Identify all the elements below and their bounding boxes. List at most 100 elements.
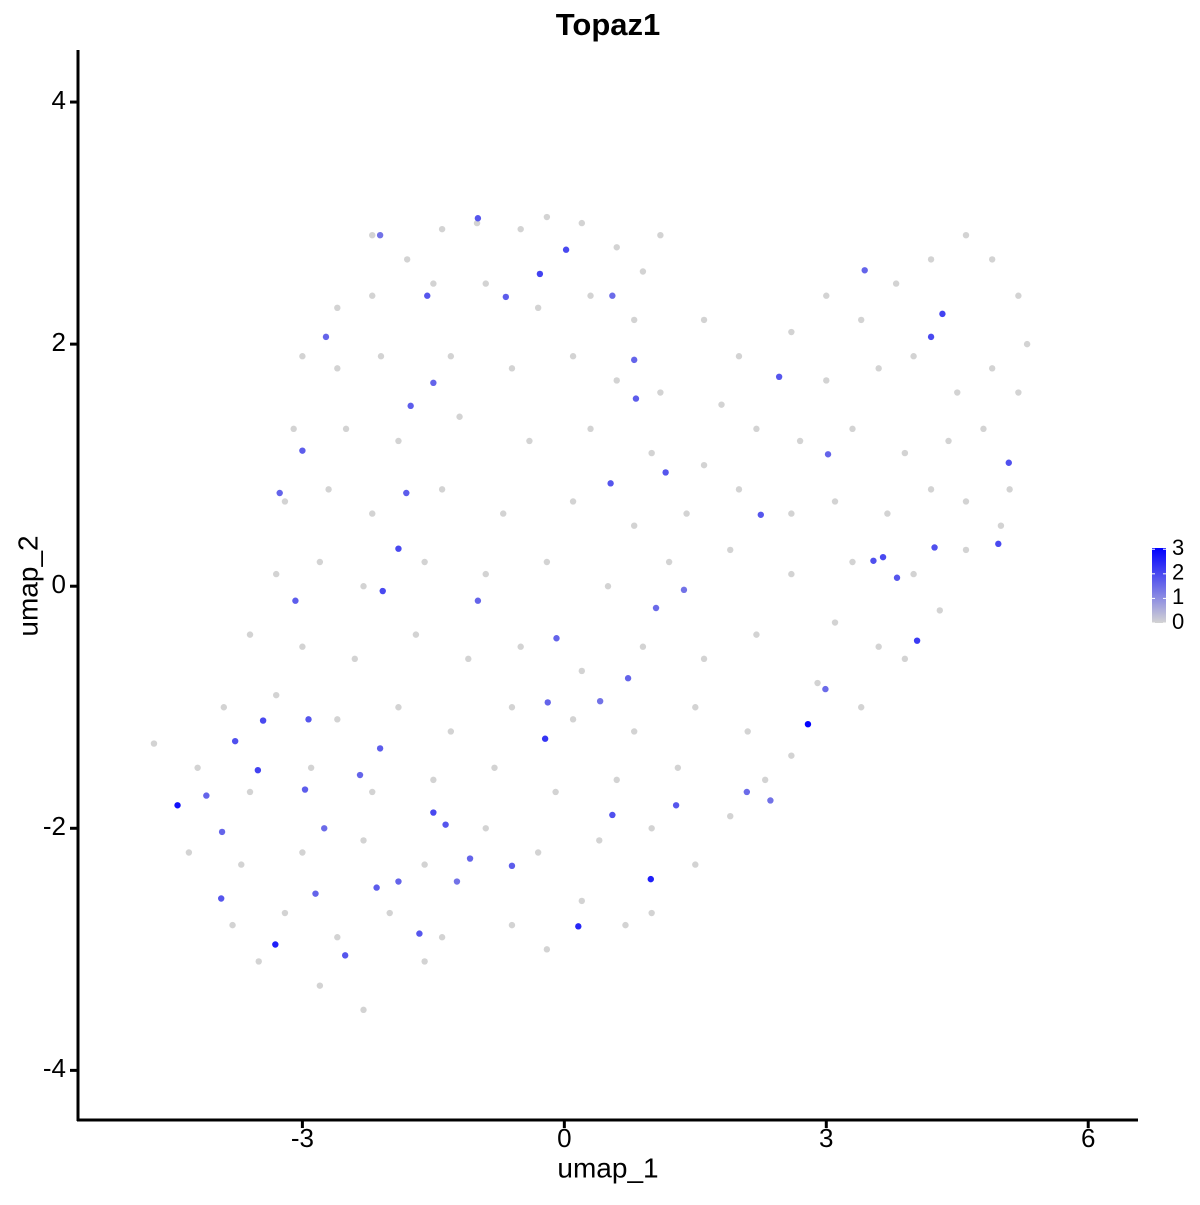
point: [430, 809, 437, 816]
point: [936, 607, 943, 614]
point: [305, 716, 312, 723]
point: [683, 510, 690, 517]
point: [322, 333, 330, 341]
point: [824, 451, 832, 458]
point: [858, 316, 865, 324]
point: [849, 425, 856, 433]
point: [292, 597, 299, 604]
point: [508, 704, 516, 711]
colorbar-label: 1: [1172, 584, 1184, 609]
point: [517, 225, 524, 233]
colorbar-label: 0: [1172, 609, 1184, 634]
point: [945, 437, 952, 445]
point: [632, 395, 640, 402]
point: [453, 878, 461, 885]
point: [395, 704, 402, 711]
point: [1023, 340, 1031, 348]
point: [569, 353, 577, 360]
point: [465, 655, 472, 663]
point: [508, 365, 516, 372]
point: [281, 909, 289, 917]
point: [613, 244, 620, 251]
point: [858, 704, 865, 711]
point: [639, 643, 647, 650]
colorbar-label: 2: [1172, 560, 1184, 585]
point: [386, 909, 393, 917]
point: [927, 333, 935, 341]
point: [875, 365, 882, 372]
point: [334, 934, 341, 941]
point: [927, 486, 935, 493]
point: [735, 353, 743, 360]
point: [185, 849, 193, 856]
point: [526, 437, 533, 445]
point: [430, 776, 437, 784]
point: [630, 316, 638, 324]
point: [954, 389, 961, 396]
point: [657, 389, 664, 396]
point: [652, 604, 660, 612]
point: [674, 764, 682, 771]
point: [312, 890, 319, 897]
point: [217, 895, 225, 902]
point: [272, 941, 279, 948]
point: [438, 934, 446, 941]
point: [543, 213, 551, 221]
point: [360, 583, 367, 590]
point: [796, 437, 804, 445]
point: [587, 292, 594, 299]
point: [482, 570, 489, 578]
point: [861, 267, 868, 274]
point: [647, 875, 654, 883]
point: [356, 771, 364, 779]
point: [892, 280, 900, 287]
point: [662, 469, 669, 476]
point: [613, 377, 620, 384]
point: [552, 788, 559, 796]
point: [1005, 459, 1012, 466]
point: [700, 461, 708, 469]
point: [700, 316, 708, 324]
point: [831, 498, 839, 505]
point: [299, 643, 306, 650]
point: [500, 510, 507, 517]
y-tick-label: 2: [52, 327, 66, 357]
point: [814, 679, 821, 687]
y-tick-label: 4: [52, 85, 66, 115]
point: [753, 631, 760, 638]
point: [334, 716, 341, 723]
point: [692, 861, 699, 868]
point: [534, 849, 542, 856]
point: [1015, 389, 1022, 396]
point: [536, 270, 544, 278]
point: [473, 219, 481, 227]
point: [672, 802, 680, 809]
point: [474, 215, 482, 222]
point: [831, 619, 839, 626]
point: [931, 544, 938, 551]
point: [341, 952, 349, 959]
y-axis-label: umap_2: [12, 535, 43, 636]
point: [680, 586, 688, 594]
point: [369, 510, 376, 517]
point: [692, 704, 699, 711]
point: [203, 792, 210, 799]
point: [377, 353, 385, 360]
point: [466, 855, 474, 862]
point: [995, 540, 1002, 548]
point: [962, 498, 970, 505]
point: [788, 510, 795, 517]
point: [238, 861, 245, 868]
y-tick-label: -2: [43, 811, 66, 841]
point: [403, 256, 411, 263]
point: [609, 811, 616, 819]
point: [456, 413, 463, 420]
point: [753, 425, 760, 433]
point: [893, 574, 901, 581]
point: [648, 825, 655, 832]
point: [430, 280, 437, 287]
point: [727, 546, 734, 554]
point: [395, 545, 402, 552]
point: [360, 1006, 367, 1014]
